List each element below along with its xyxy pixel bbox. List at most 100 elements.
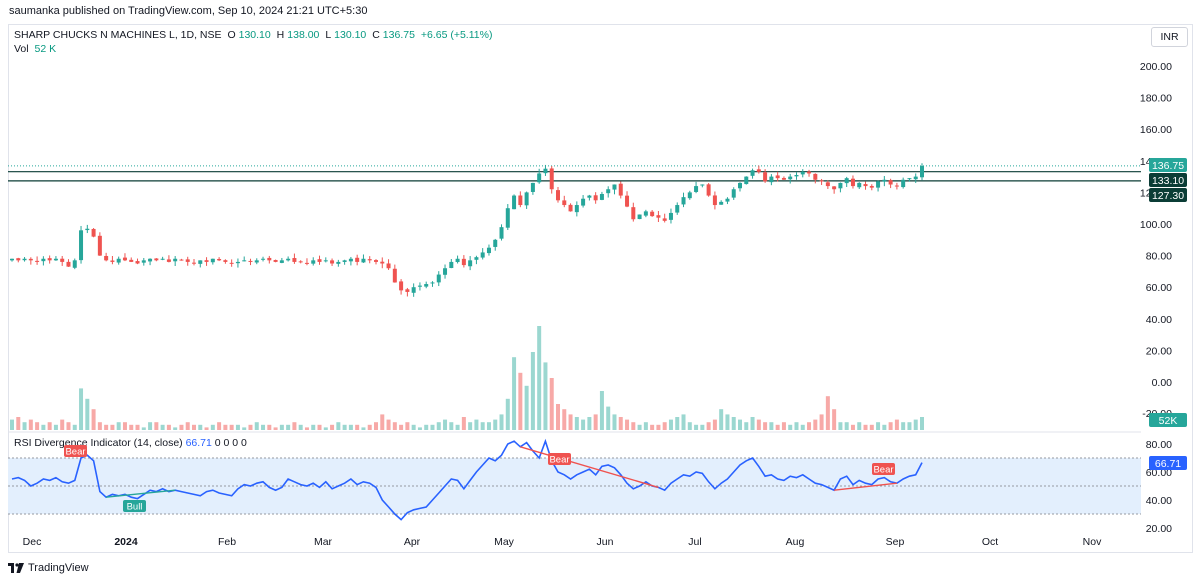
volume-bar bbox=[800, 424, 805, 430]
candle-body bbox=[876, 181, 881, 188]
candle-body bbox=[844, 178, 849, 184]
volume-bar bbox=[788, 424, 793, 430]
candle-body bbox=[794, 175, 799, 177]
volume-bar bbox=[110, 424, 115, 430]
candle-body bbox=[894, 185, 899, 187]
candle-body bbox=[348, 258, 353, 262]
symbol-title[interactable]: SHARP CHUCKS N MACHINES L, 1D, NSE bbox=[14, 29, 222, 41]
rsi-y-tick-label: 20.00 bbox=[1146, 523, 1172, 535]
volume-bar bbox=[311, 424, 316, 430]
candle-body bbox=[41, 258, 46, 262]
candle-body bbox=[10, 258, 14, 261]
volume-bar bbox=[192, 424, 196, 430]
volume-bar bbox=[706, 422, 711, 430]
y-tick-label: 20.00 bbox=[1146, 345, 1172, 357]
candle-body bbox=[242, 260, 247, 262]
x-tick-label: Nov bbox=[1083, 536, 1102, 548]
candle-body bbox=[537, 173, 542, 183]
volume-bar bbox=[355, 424, 360, 430]
x-tick-label: Sep bbox=[886, 536, 905, 548]
rsi-tag-label: 66.71 bbox=[1155, 458, 1181, 470]
candle-body bbox=[800, 171, 805, 175]
volume-bar bbox=[10, 419, 14, 430]
bear-label: Bear bbox=[65, 447, 85, 458]
candle-body bbox=[72, 260, 77, 268]
volume-bar bbox=[60, 419, 65, 430]
candle-body bbox=[279, 260, 284, 263]
candle-body bbox=[530, 182, 535, 192]
rsi-y-tick-label: 80.00 bbox=[1146, 439, 1172, 451]
volume-bar bbox=[781, 422, 786, 430]
candle-body bbox=[461, 258, 466, 266]
currency-button[interactable]: INR bbox=[1151, 27, 1188, 47]
candle-body bbox=[775, 175, 780, 179]
volume-bar bbox=[901, 422, 906, 430]
candle-body bbox=[399, 281, 404, 291]
candle-body bbox=[668, 212, 673, 220]
candle-body bbox=[518, 195, 523, 206]
volume-bar bbox=[104, 424, 109, 430]
candle-body bbox=[631, 207, 636, 220]
volume-bar bbox=[719, 409, 724, 430]
volume-bar bbox=[443, 419, 448, 430]
volume-bar bbox=[286, 424, 291, 430]
volume-bar bbox=[386, 419, 391, 430]
candle-body bbox=[681, 197, 686, 205]
volume-bar bbox=[217, 422, 222, 430]
y-tick-label: 160.00 bbox=[1140, 124, 1172, 136]
volume-bar bbox=[116, 422, 121, 430]
x-tick-label: May bbox=[494, 536, 515, 548]
bear-label: Bear bbox=[873, 465, 893, 476]
volume-bar bbox=[587, 417, 592, 430]
price-tag bbox=[1149, 173, 1187, 187]
candle-body bbox=[430, 282, 435, 284]
volume-bar bbox=[173, 427, 178, 430]
candle-body bbox=[913, 176, 918, 180]
volume-bar bbox=[141, 427, 146, 430]
candle-body bbox=[455, 258, 460, 263]
volume-bar bbox=[807, 422, 812, 430]
volume-bar bbox=[769, 422, 774, 430]
volume-bar bbox=[825, 396, 830, 430]
candle-body bbox=[625, 195, 630, 207]
close-label: C bbox=[372, 29, 380, 41]
volume-bar bbox=[342, 424, 347, 430]
volume-bar bbox=[455, 424, 460, 430]
candle-body bbox=[235, 261, 240, 264]
candle-body bbox=[637, 214, 642, 220]
rsi-line bbox=[11, 438, 923, 521]
rsi-extra: 0 0 0 0 bbox=[214, 437, 247, 449]
candle-body bbox=[549, 168, 554, 190]
volume-bar bbox=[279, 424, 284, 430]
volume-bar bbox=[562, 409, 567, 430]
volume-bar bbox=[292, 422, 297, 430]
volume-bar bbox=[731, 417, 736, 430]
candle-body bbox=[97, 235, 102, 256]
candle-body bbox=[198, 260, 203, 264]
candle-body bbox=[574, 205, 579, 213]
candle-body bbox=[725, 198, 730, 202]
volume-bar bbox=[543, 362, 548, 430]
candle-body bbox=[606, 189, 611, 194]
candle-body bbox=[292, 258, 297, 262]
candle-body bbox=[79, 230, 84, 261]
candle-body bbox=[342, 260, 347, 262]
candle-body bbox=[141, 260, 146, 263]
volume-bar bbox=[361, 427, 366, 430]
candle-body bbox=[825, 182, 830, 187]
candle-body bbox=[35, 260, 40, 262]
candle-body bbox=[116, 258, 121, 263]
candle-body bbox=[581, 198, 586, 206]
volume-bar bbox=[549, 378, 554, 430]
candle-body bbox=[675, 205, 680, 213]
volume-bar bbox=[430, 424, 435, 430]
low-label: L bbox=[325, 29, 332, 41]
rsi-title[interactable]: RSI Divergence Indicator (14, close) bbox=[14, 437, 183, 449]
volume-bar bbox=[763, 422, 768, 430]
volume-bar bbox=[681, 414, 686, 430]
candle-body bbox=[248, 260, 253, 262]
volume-bar bbox=[91, 409, 96, 430]
candle-body bbox=[374, 260, 378, 262]
volume-bar bbox=[35, 422, 40, 430]
